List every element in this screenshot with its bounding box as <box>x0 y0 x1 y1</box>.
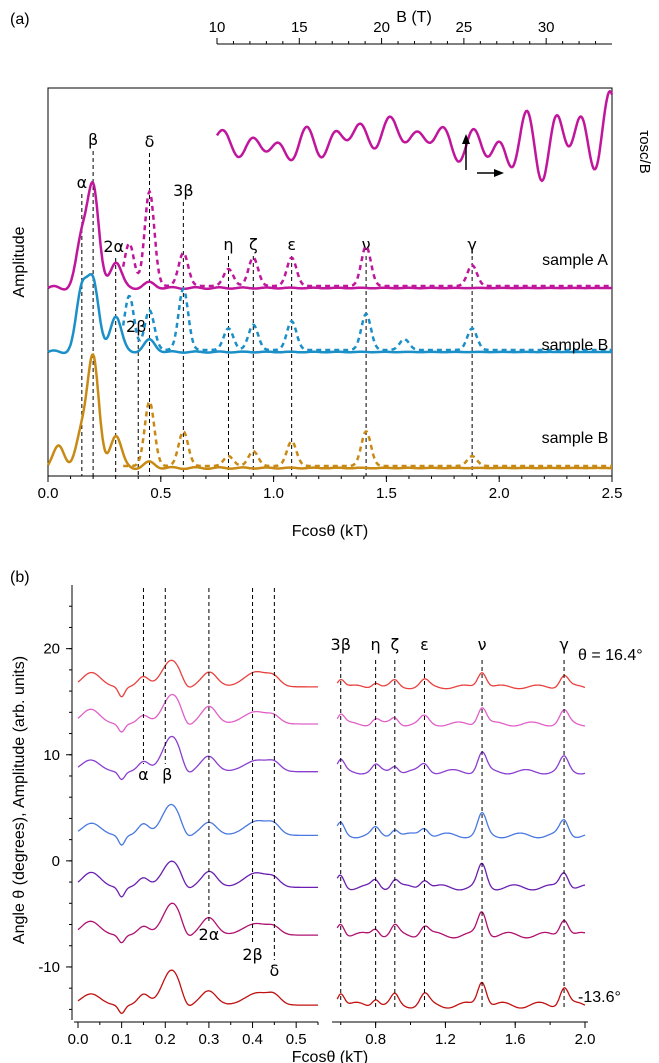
angle-label-bottom: -13.6° <box>578 989 621 1006</box>
trace-left-5 <box>77 860 318 898</box>
plot-frame-a <box>47 87 613 477</box>
peak-label-a: 2α <box>103 237 124 256</box>
peak-label-b: δ <box>269 961 279 980</box>
x-axis-label-a: Fcosθ (kT) <box>292 523 368 540</box>
trace-right-3 <box>336 751 586 775</box>
peak-label-a: 2β <box>126 317 146 336</box>
peak-label-a: β <box>88 130 98 149</box>
panel-label-a: (a) <box>10 11 30 28</box>
series-line-2 <box>47 273 612 355</box>
peak-label-b: η <box>371 635 381 654</box>
x-tick-label-a: 1.0 <box>263 485 284 502</box>
trace-left-4 <box>77 803 318 846</box>
peak-label-b: 2β <box>242 945 262 964</box>
top-axis-label: B (T) <box>396 9 432 26</box>
peak-label-b: 2α <box>199 925 220 944</box>
trace-left-2 <box>77 693 318 733</box>
x-tick-label-a: 2.5 <box>602 485 623 502</box>
x-tick-label-b: 1.6 <box>505 1031 526 1048</box>
angle-label-top: θ = 16.4° <box>578 647 643 664</box>
peak-label-b: α <box>138 765 149 784</box>
peak-label-a: 3β <box>173 181 193 200</box>
series-dashed-line-1 <box>121 188 612 288</box>
peak-label-b: ε <box>420 635 429 654</box>
peak-label-a: ζ <box>249 235 258 254</box>
trace-right-1 <box>336 672 586 690</box>
series-dashed-line-2 <box>121 286 612 352</box>
x-tick-label-a: 2.0 <box>489 485 510 502</box>
trace-right-4 <box>336 811 586 839</box>
x-tick-label-a: 0.0 <box>38 485 59 502</box>
y-tick-label-b: 0 <box>52 853 60 870</box>
series-label-2: sample B <box>542 337 609 354</box>
series-label-3: sample B <box>542 430 609 447</box>
y-axis-label-b: Angle θ (degrees), Amplitude (arb. units… <box>11 656 28 944</box>
peak-label-a: α <box>77 173 88 192</box>
top-axis-tick-label: 25 <box>456 19 473 36</box>
panel-label-b: (b) <box>10 569 30 586</box>
trace-left-1 <box>77 659 318 698</box>
x-tick-label-a: 0.5 <box>150 485 171 502</box>
peak-label-b: ζ <box>390 635 399 654</box>
top-axis-tick-label: 15 <box>291 19 308 36</box>
inset-arrow-up-head <box>462 134 470 144</box>
y-tick-label-b: 10 <box>43 747 60 764</box>
y-tick-label-b: 20 <box>43 641 60 658</box>
peak-label-b: 3β <box>331 635 351 654</box>
x-tick-label-b: 1.2 <box>435 1031 456 1048</box>
peak-label-a: ε <box>287 235 296 254</box>
x-tick-label-b: 0.4 <box>242 1031 263 1048</box>
trace-right-5 <box>336 862 586 891</box>
trace-left-6 <box>77 902 318 944</box>
series-line-3 <box>46 353 612 471</box>
trace-right-2 <box>336 707 586 727</box>
top-axis-tick-label: 30 <box>538 19 555 36</box>
x-tick-label-b: 0.8 <box>365 1031 386 1048</box>
series-label-1: sample A <box>542 252 608 269</box>
series-dashed-line-3 <box>123 399 612 468</box>
x-tick-label-b: 0.1 <box>111 1031 132 1048</box>
x-tick-label-b: 2.0 <box>575 1031 596 1048</box>
peak-label-a: η <box>223 235 233 254</box>
x-tick-label-a: 1.5 <box>376 485 397 502</box>
peak-label-b: γ <box>559 635 568 654</box>
peak-label-a: ν <box>362 235 371 254</box>
y-tick-label-b: -10 <box>38 959 60 976</box>
x-tick-label-b: 0.0 <box>68 1031 89 1048</box>
trace-right-7 <box>336 981 586 1009</box>
peak-label-b: β <box>162 765 172 784</box>
inset-axis-label: τosc/B <box>636 130 653 173</box>
series-line-1 <box>47 180 612 291</box>
top-axis-tick-label: 10 <box>209 19 226 36</box>
peak-label-b: ν <box>478 635 487 654</box>
top-axis-tick-label: 20 <box>373 19 390 36</box>
peak-label-a: δ <box>145 132 155 151</box>
y-axis-label-a: Amplitude <box>11 226 28 297</box>
x-axis-label-b: Fcosθ (kT) <box>292 1049 368 1063</box>
x-tick-label-b: 0.3 <box>198 1031 219 1048</box>
trace-right-6 <box>336 911 586 939</box>
inset-arrow-right-head <box>494 169 504 177</box>
trace-left-7 <box>77 969 318 1015</box>
x-tick-label-b: 0.2 <box>155 1031 176 1048</box>
inset-oscillation <box>215 89 614 183</box>
trace-left-3 <box>77 735 318 781</box>
x-tick-label-b: 0.5 <box>286 1031 307 1048</box>
peak-label-a: γ <box>467 235 476 254</box>
